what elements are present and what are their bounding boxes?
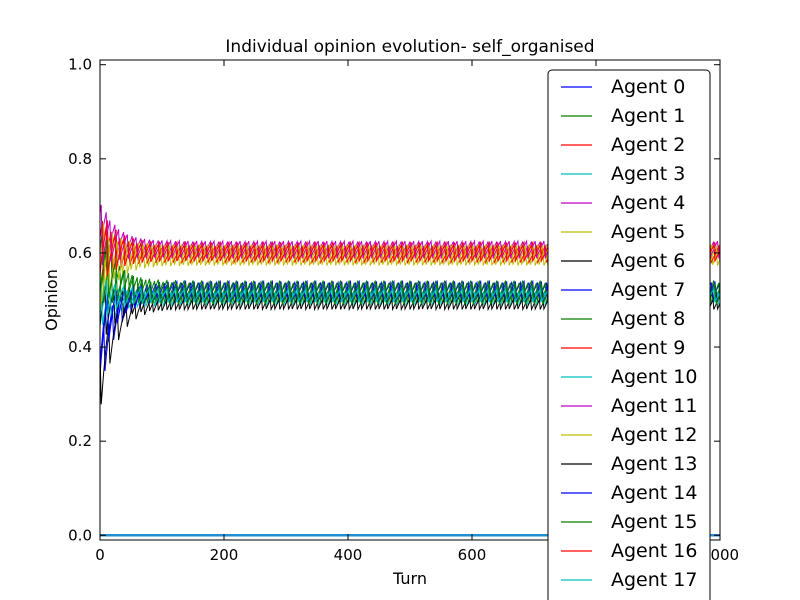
y-axis: 0.0 0.2 0.4 0.6 0.8 1.0 xyxy=(68,56,720,544)
legend-label-agent-1: Agent 1 xyxy=(611,105,685,127)
y-tick-label: 0.0 xyxy=(68,526,92,544)
legend-label-agent-15: Agent 15 xyxy=(611,511,697,533)
y-axis-label: Opinion xyxy=(42,269,61,331)
legend: Agent 0 Agent 1 Agent 2 Agent 3 Agent 4 Agent… xyxy=(547,69,711,600)
legend-label-agent-3: Agent 3 xyxy=(611,163,685,185)
y-tick-label: 0.4 xyxy=(68,338,92,356)
legend-label-agent-6: Agent 6 xyxy=(611,250,685,272)
legend-label-agent-8: Agent 8 xyxy=(611,308,685,330)
chart-title: Individual opinion evolution- self_organ… xyxy=(225,37,594,57)
legend-label-agent-14: Agent 14 xyxy=(611,482,697,504)
y-tick-label: 0.6 xyxy=(68,244,92,262)
legend-label-agent-13: Agent 13 xyxy=(611,453,697,475)
y-tick-label: 0.8 xyxy=(68,150,92,168)
legend-label-agent-9: Agent 9 xyxy=(611,337,685,359)
legend-label-agent-17: Agent 17 xyxy=(611,569,697,591)
legend-label-agent-0: Agent 0 xyxy=(611,76,685,98)
legend-label-agent-5: Agent 5 xyxy=(611,221,685,243)
legend-label-agent-7: Agent 7 xyxy=(611,279,685,301)
y-tick-label: 0.2 xyxy=(68,432,92,450)
legend-label-agent-11: Agent 11 xyxy=(611,395,697,417)
x-tick-label: 600 xyxy=(458,546,487,564)
legend-label-agent-12: Agent 12 xyxy=(611,424,697,446)
x-tick-label: 0 xyxy=(95,546,105,564)
legend-label-agent-16: Agent 16 xyxy=(611,540,697,562)
y-tick-label: 1.0 xyxy=(68,56,92,74)
plot-frame xyxy=(99,59,721,541)
legend-label-agent-2: Agent 2 xyxy=(611,134,685,156)
x-tick-label: 400 xyxy=(334,546,363,564)
legend-label-agent-10: Agent 10 xyxy=(611,366,697,388)
x-axis-label: Turn xyxy=(392,569,427,588)
legend-label-agent-4: Agent 4 xyxy=(611,192,685,214)
x-tick-label: 200 xyxy=(210,546,239,564)
